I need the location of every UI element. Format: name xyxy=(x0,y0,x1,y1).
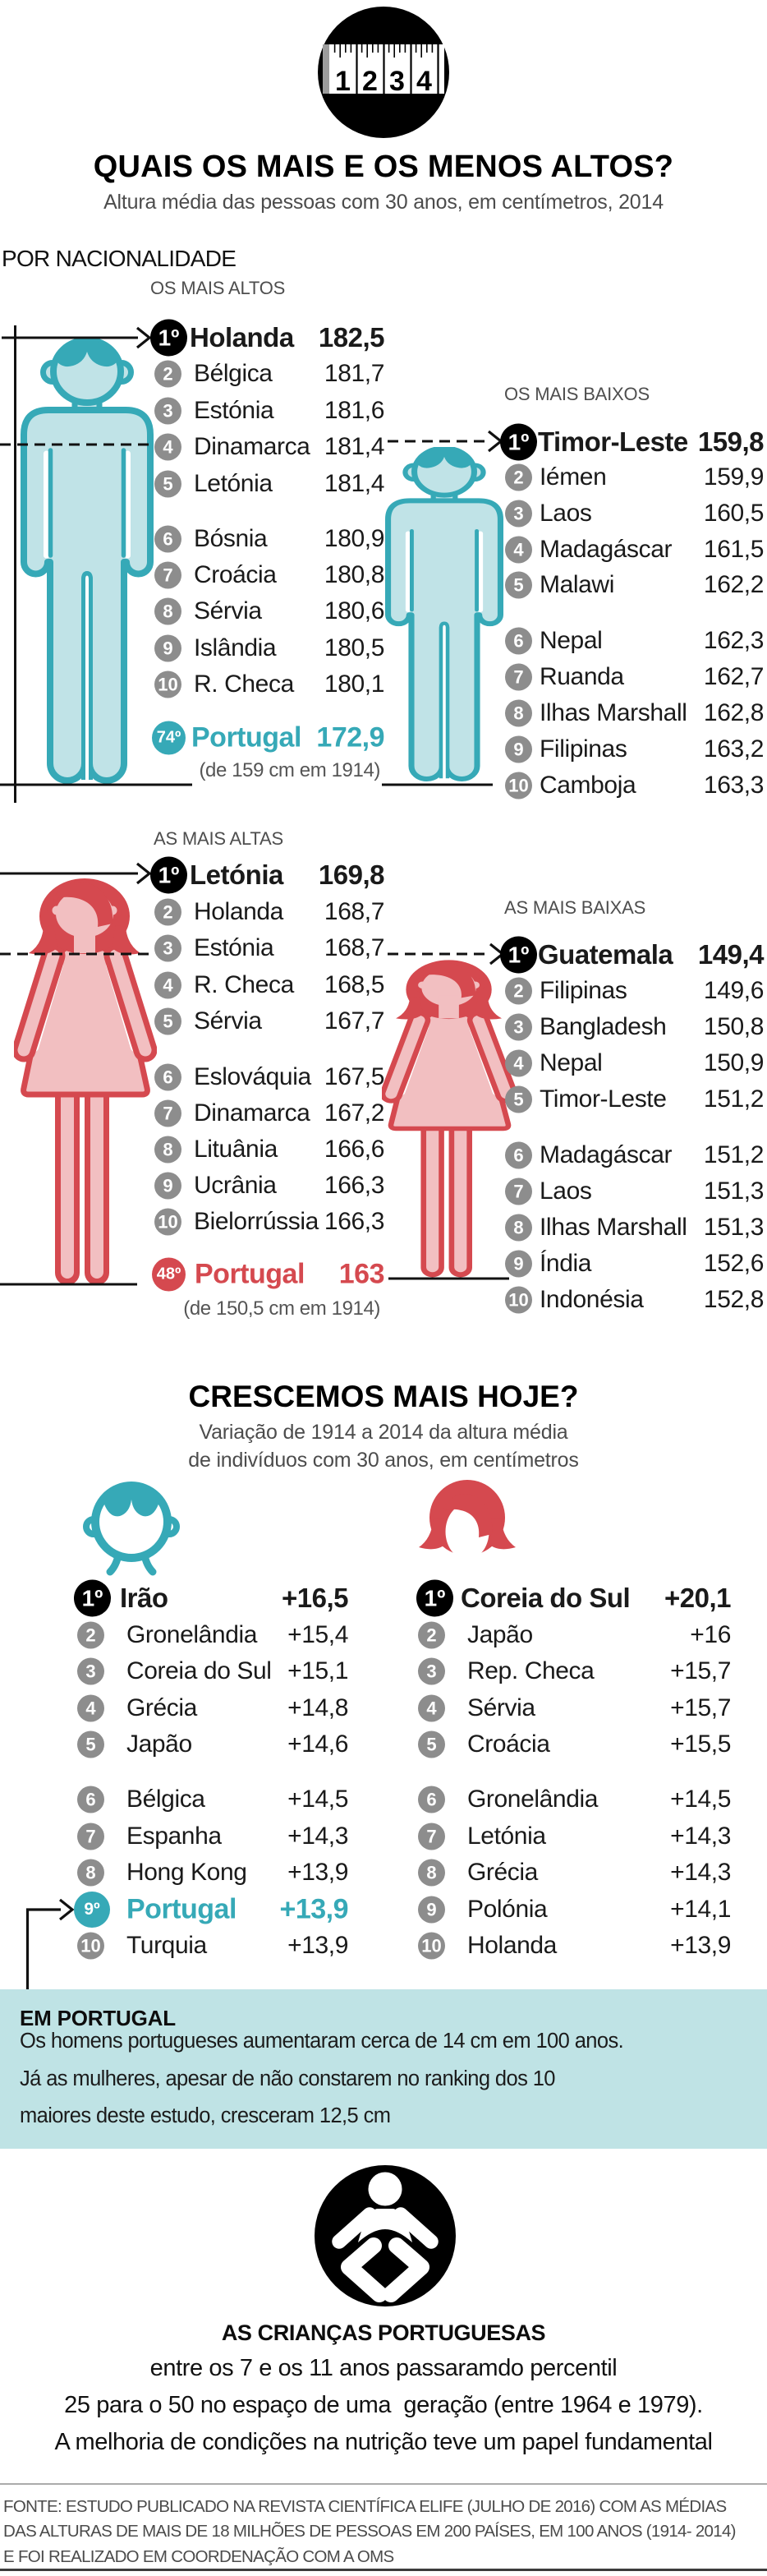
svg-text:3: 3 xyxy=(389,66,405,97)
svg-text:4: 4 xyxy=(416,66,432,97)
svg-text:2: 2 xyxy=(362,66,378,97)
svg-text:1: 1 xyxy=(335,66,351,97)
